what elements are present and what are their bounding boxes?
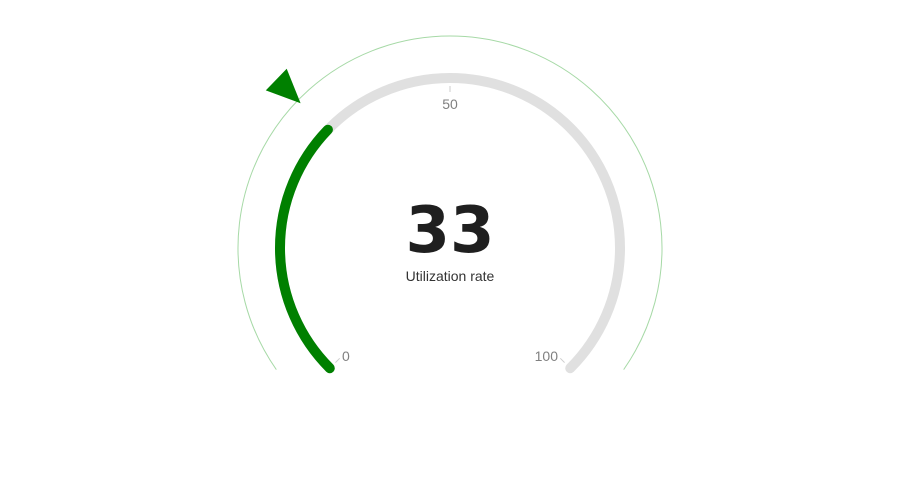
tick-label: 50 <box>442 96 458 112</box>
tick-labels: 0 50 100 <box>335 86 565 364</box>
gauge-progress <box>275 124 335 374</box>
tick-label: 100 <box>535 348 559 364</box>
tick-mark <box>559 357 565 363</box>
gauge-label: Utilization rate <box>406 268 495 284</box>
tick-mark <box>335 357 341 363</box>
tick-label: 0 <box>342 348 350 364</box>
outer-ring <box>237 35 663 370</box>
gauge-value: 33 <box>405 194 494 268</box>
gauge-pointer <box>265 68 301 104</box>
